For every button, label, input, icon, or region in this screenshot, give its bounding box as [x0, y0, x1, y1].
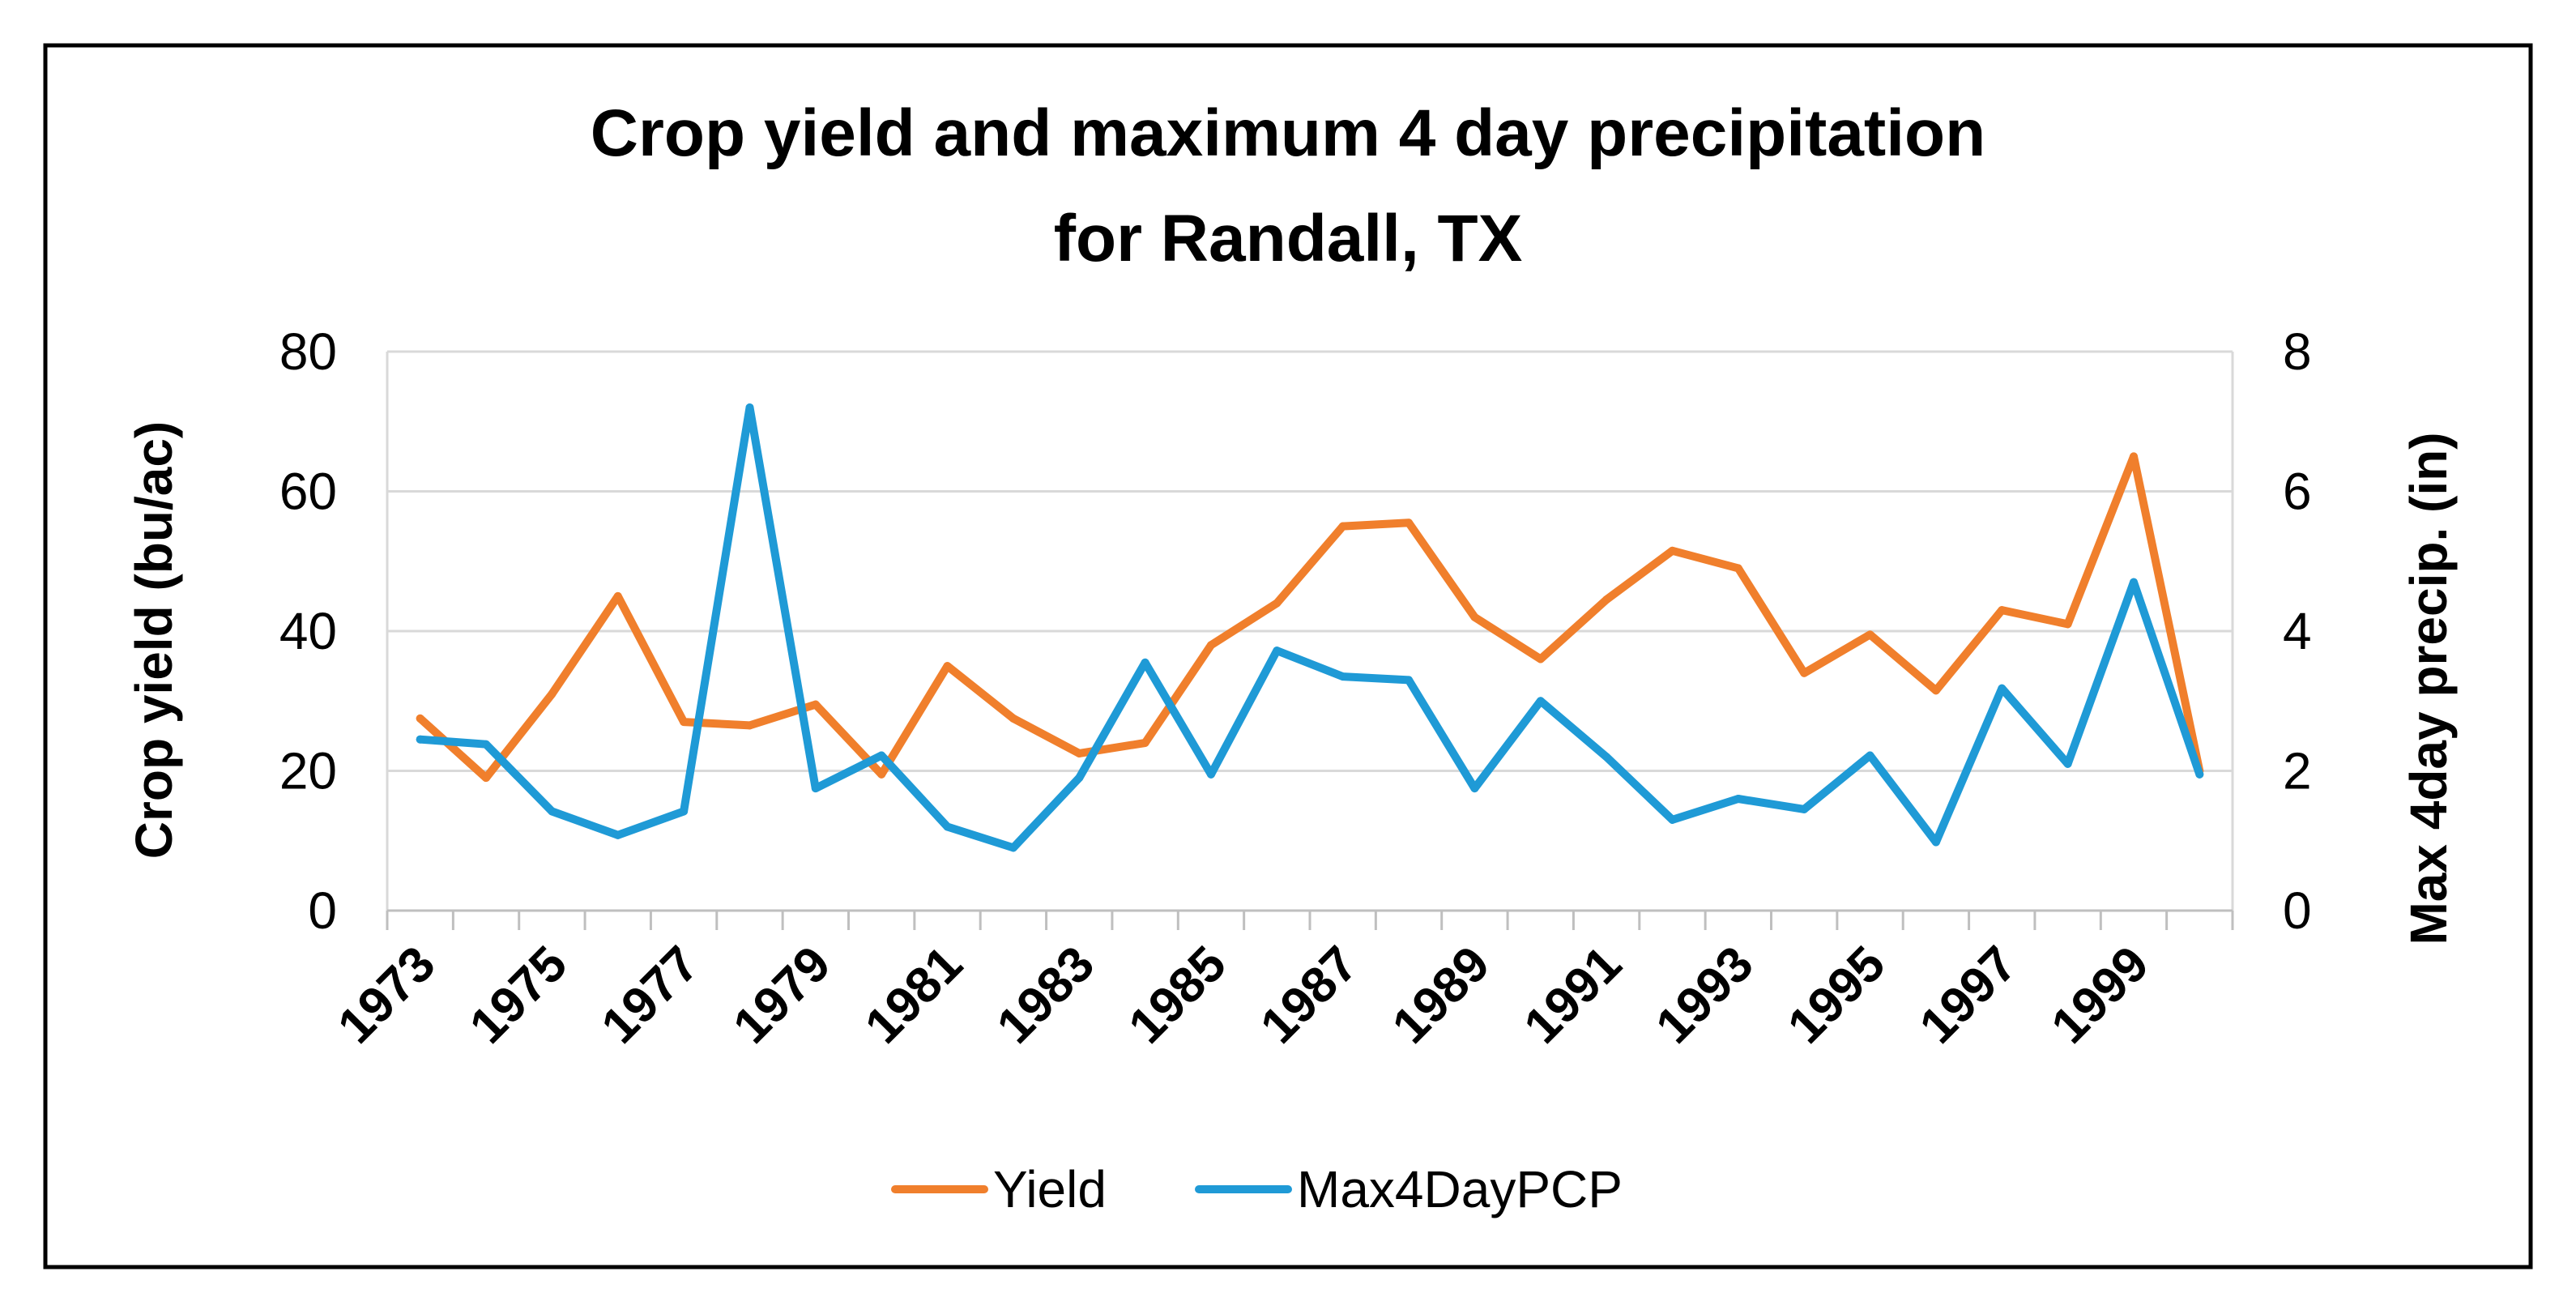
data-point-max4daypcp — [1206, 770, 1215, 779]
data-point-yield — [1866, 630, 1874, 639]
series-lines — [416, 403, 2204, 852]
y-tick-label: 20 — [279, 742, 337, 800]
data-point-max4daypcp — [1931, 838, 1940, 847]
gridlines — [386, 350, 2234, 911]
data-point-max4daypcp — [1470, 784, 1479, 793]
data-point-yield — [2063, 620, 2072, 629]
y-axis-title: Crop yield (bu/ac) — [125, 421, 183, 860]
data-point-yield — [613, 591, 622, 600]
data-point-max4daypcp — [1800, 804, 1809, 813]
data-point-max4daypcp — [2129, 578, 2138, 587]
y2-axis-title: Max 4day precip. (in) — [2399, 432, 2458, 945]
data-point-max4daypcp — [1602, 753, 1611, 762]
chart-title-line-1: Crop yield and maximum 4 day precipitati… — [591, 96, 1985, 170]
data-point-yield — [482, 774, 491, 783]
series-line-max4daypcp — [416, 403, 2204, 852]
data-point-max4daypcp — [1338, 672, 1347, 681]
data-point-yield — [811, 700, 820, 709]
data-point-yield — [1998, 606, 2007, 615]
data-point-max4daypcp — [943, 822, 952, 831]
data-point-max4daypcp — [1009, 843, 1017, 852]
data-point-max4daypcp — [1141, 658, 1149, 667]
y-tick-label: 80 — [279, 322, 337, 381]
series-line-yield — [416, 452, 2204, 783]
data-point-yield — [1206, 641, 1215, 650]
y2-tick-label: 2 — [2283, 742, 2312, 800]
data-point-yield — [1338, 522, 1347, 531]
y2-tick-label: 0 — [2283, 881, 2312, 940]
data-point-yield — [680, 718, 689, 727]
data-point-max4daypcp — [416, 735, 424, 744]
data-point-max4daypcp — [1998, 684, 2007, 693]
data-point-max4daypcp — [680, 807, 689, 816]
data-point-max4daypcp — [548, 807, 557, 816]
data-point-yield — [1800, 668, 1809, 677]
y2-tick-label: 4 — [2283, 602, 2312, 660]
data-point-yield — [1075, 749, 1084, 757]
data-point-max4daypcp — [1075, 774, 1084, 783]
data-point-yield — [416, 714, 424, 723]
legend-label-max4daypcp: Max4DayPCP — [1297, 1160, 1623, 1218]
data-point-yield — [1405, 518, 1414, 527]
data-point-yield — [1734, 564, 1742, 573]
data-point-max4daypcp — [811, 784, 820, 793]
data-point-yield — [1273, 599, 1282, 608]
data-point-max4daypcp — [2195, 770, 2204, 779]
y-tick-label: 40 — [279, 602, 337, 660]
y-tick-label: 60 — [279, 463, 337, 521]
data-point-yield — [1602, 595, 1611, 604]
y-tick-label: 0 — [308, 881, 337, 940]
data-point-yield — [877, 770, 886, 779]
y2-tick-label: 8 — [2283, 322, 2312, 381]
data-point-yield — [1141, 739, 1149, 747]
data-point-yield — [2129, 452, 2138, 461]
data-point-yield — [1470, 612, 1479, 621]
data-point-yield — [1931, 686, 1940, 695]
legend-label-yield: Yield — [993, 1160, 1107, 1218]
data-point-yield — [1009, 714, 1017, 723]
data-point-max4daypcp — [2063, 759, 2072, 768]
data-point-max4daypcp — [877, 751, 886, 760]
data-point-max4daypcp — [482, 740, 491, 749]
data-point-max4daypcp — [1866, 751, 1874, 760]
data-point-yield — [1668, 546, 1677, 555]
data-point-max4daypcp — [1405, 676, 1414, 685]
data-point-max4daypcp — [613, 830, 622, 839]
data-point-max4daypcp — [1668, 815, 1677, 824]
data-point-yield — [943, 662, 952, 671]
data-point-yield — [548, 689, 557, 698]
data-point-max4daypcp — [745, 403, 754, 412]
data-point-max4daypcp — [1734, 795, 1742, 803]
legend: Yield Max4DayPCP — [891, 1160, 1623, 1218]
data-point-yield — [1536, 655, 1545, 664]
data-point-yield — [745, 721, 754, 730]
chart-title-line-2: for Randall, TX — [1054, 202, 1523, 275]
y2-tick-label: 6 — [2283, 463, 2312, 521]
data-point-max4daypcp — [1536, 697, 1545, 706]
data-point-max4daypcp — [1273, 646, 1282, 655]
